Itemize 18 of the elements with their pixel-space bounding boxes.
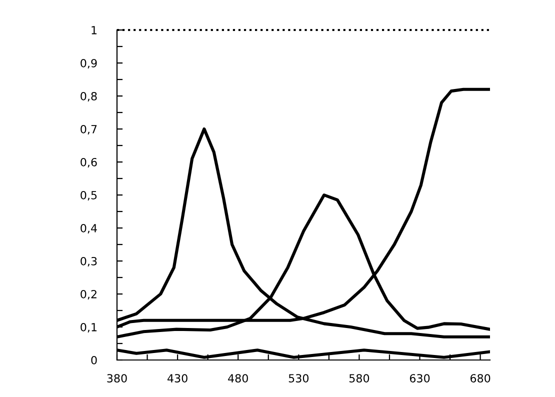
y-tick-label: 0 bbox=[91, 356, 97, 364]
y-tick-label: 0,4 bbox=[80, 224, 97, 234]
x-tick-label: 480 bbox=[228, 374, 248, 382]
x-tick-label: 580 bbox=[349, 374, 370, 382]
x-tick-label: 380 bbox=[107, 374, 127, 382]
x-tick-label: 530 bbox=[288, 374, 309, 382]
y-tick-label: 0,1 bbox=[80, 322, 97, 333]
y-tick-label: 0,6 bbox=[80, 158, 97, 168]
x-tick-label: 630 bbox=[410, 374, 430, 382]
y-tick-label: 0,3 bbox=[80, 256, 97, 267]
y-tick-label: 1 bbox=[92, 26, 97, 34]
y-tick-label: 0,2 bbox=[80, 290, 96, 300]
y-tick-label: 0,9 bbox=[80, 58, 97, 69]
x-tick-label: 680 bbox=[470, 374, 490, 382]
x-tick-label: 430 bbox=[167, 374, 188, 382]
y-tick-label: 0,5 bbox=[80, 190, 97, 201]
y-tick-label: 0,8 bbox=[80, 92, 97, 102]
y-tick-label: 0,7 bbox=[80, 124, 97, 135]
